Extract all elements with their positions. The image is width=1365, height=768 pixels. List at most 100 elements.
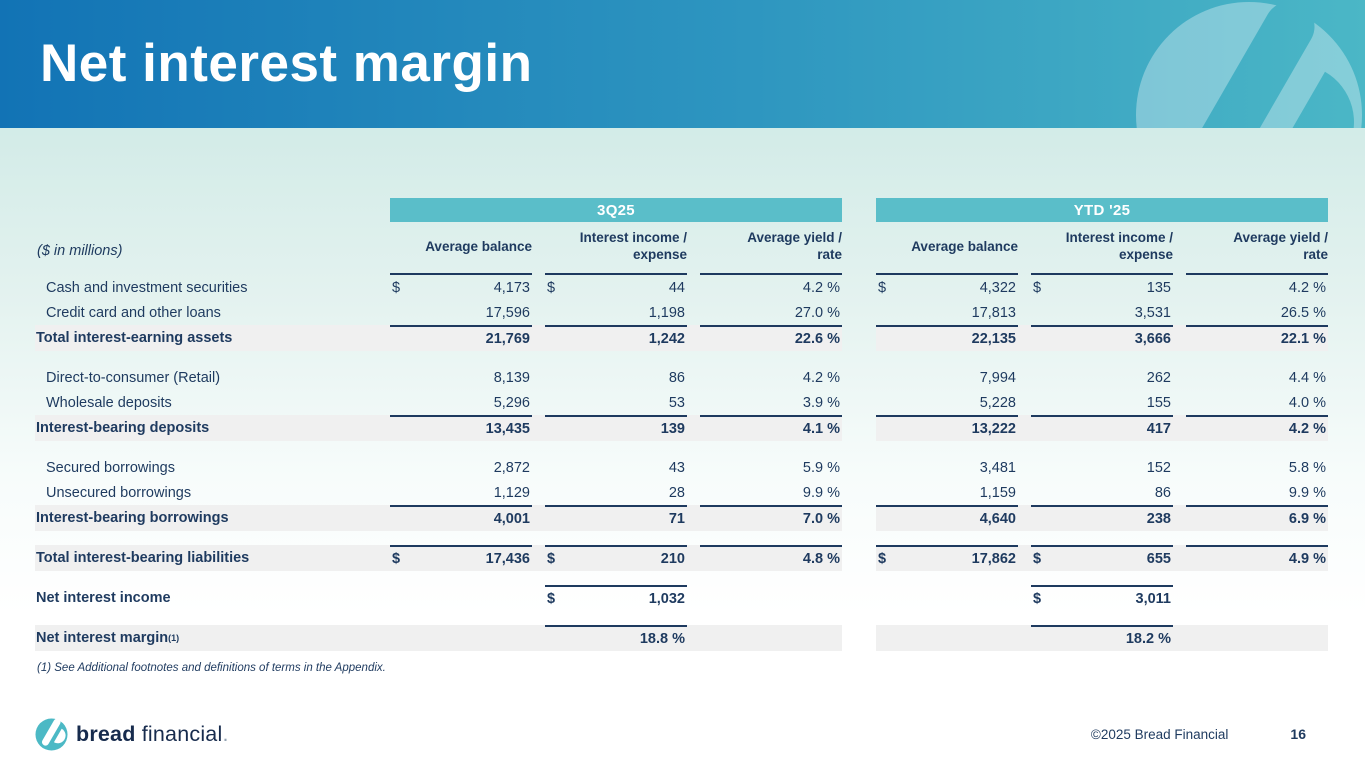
net-interest-margin-table: 3Q25 YTD '25 ($ in millions) Average bal… xyxy=(35,128,1330,674)
value-cell: 2,872 xyxy=(390,455,532,480)
cell-value: 43 xyxy=(668,459,685,476)
table-row: Direct-to-consumer (Retail) 8,139 86 4.2 % 7… xyxy=(35,365,1330,390)
table-row: Total interest-earning assets 21,769 1,242… xyxy=(35,325,1330,351)
cell-value: 4,173 xyxy=(493,279,530,296)
table-row: Unsecured borrowings 1,129 28 9.9 % 1,159 86 9… xyxy=(35,480,1330,505)
value-cell xyxy=(700,585,842,611)
value-cell: 262 xyxy=(1031,365,1173,390)
cell-value: 210 xyxy=(660,551,685,567)
row-spacer xyxy=(35,531,1330,545)
value-cell: 8,139 xyxy=(390,365,532,390)
value-cell: 9.9 % xyxy=(700,480,842,505)
currency-symbol: $ xyxy=(1033,591,1042,607)
value-cell: 4.2 % xyxy=(700,365,842,390)
cell-value: 17,596 xyxy=(485,304,530,321)
row-label: Total interest-earning assets xyxy=(35,325,390,351)
cell-value: 53 xyxy=(668,394,685,411)
cell-value: 9.9 % xyxy=(802,484,840,501)
cell-value: 18.8 % xyxy=(639,631,685,647)
value-cell: 238 xyxy=(1031,505,1173,531)
cell-value: 152 xyxy=(1146,459,1171,476)
cell-value: 1,032 xyxy=(648,591,685,607)
row-label: Credit card and other loans xyxy=(46,304,221,321)
brand-word-financial: financial xyxy=(141,721,223,746)
table-row: Interest-bearing borrowings 4,001 71 7.0 % 4… xyxy=(35,505,1330,531)
value-cell: 4.2 % xyxy=(1186,415,1328,441)
value-cell: 86 xyxy=(1031,480,1173,505)
value-cell: 3,481 xyxy=(876,455,1018,480)
value-cell: 43 xyxy=(545,455,687,480)
value-cell: 139 xyxy=(545,415,687,441)
table-row: Wholesale deposits 5,296 53 3.9 % 5,228 155 4.… xyxy=(35,390,1330,415)
value-cell: 53 xyxy=(545,390,687,415)
period-band-row: 3Q25 YTD '25 xyxy=(35,198,1330,222)
period-band-ytd25: YTD '25 xyxy=(876,198,1328,222)
cell-value: 7,994 xyxy=(979,369,1016,386)
cell-value: 5,296 xyxy=(493,394,530,411)
row-label: Interest-bearing borrowings xyxy=(35,505,390,531)
value-cell: 5,296 xyxy=(390,390,532,415)
value-cell: 17,813 xyxy=(876,300,1018,325)
cell-value: 1,129 xyxy=(493,484,530,501)
value-cell: 27.0 % xyxy=(700,300,842,325)
cell-value: 155 xyxy=(1146,394,1171,411)
column-header-interest-income-expense: Interest income / expense xyxy=(545,227,687,275)
column-header-average-balance: Average balance xyxy=(876,227,1018,275)
value-cell: 4.2 % xyxy=(700,275,842,300)
cell-value: 4,322 xyxy=(979,279,1016,296)
brand-period: . xyxy=(222,721,229,746)
cell-value: 17,436 xyxy=(485,551,530,567)
cell-value: 28 xyxy=(668,484,685,501)
cell-value: 4.0 % xyxy=(1288,394,1326,411)
cell-value: 4.8 % xyxy=(802,551,840,567)
value-cell: 5.8 % xyxy=(1186,455,1328,480)
cell-value: 4.2 % xyxy=(1288,421,1326,437)
value-cell: 4,001 xyxy=(390,505,532,531)
table-row: Interest-bearing deposits 13,435 139 4.1 % 1… xyxy=(35,415,1330,441)
bread-logo-icon xyxy=(35,717,68,751)
cell-value: 21,769 xyxy=(485,331,530,347)
table-row: Net interest income $1,032 $3,011 xyxy=(35,585,1330,611)
table-row: Cash and investment securities $4,173 $44 4… xyxy=(35,275,1330,300)
cell-value: 262 xyxy=(1146,369,1171,386)
cell-value: 71 xyxy=(668,511,685,527)
copyright-text: ©2025 Bread Financial xyxy=(1090,726,1229,742)
bread-logo-watermark-icon xyxy=(1136,2,1362,128)
cell-value: 5.8 % xyxy=(1288,459,1326,476)
cell-value: 17,813 xyxy=(971,304,1016,321)
cell-value: 8,139 xyxy=(493,369,530,386)
cell-value: 13,222 xyxy=(971,421,1016,437)
cell-value: 3,666 xyxy=(1134,331,1171,347)
cell-value: 4.2 % xyxy=(802,369,840,386)
value-cell: 155 xyxy=(1031,390,1173,415)
cell-value: 9.9 % xyxy=(1288,484,1326,501)
cell-value: 17,862 xyxy=(971,551,1016,567)
cell-value: 86 xyxy=(1154,484,1171,501)
value-cell: 6.9 % xyxy=(1186,505,1328,531)
value-cell: 1,242 xyxy=(545,325,687,351)
value-cell: $4,173 xyxy=(390,275,532,300)
value-cell: $44 xyxy=(545,275,687,300)
cell-value: 139 xyxy=(660,421,685,437)
value-cell: 5.9 % xyxy=(700,455,842,480)
currency-symbol: $ xyxy=(1033,279,1042,296)
cell-value: 27.0 % xyxy=(794,304,840,321)
value-cell: 18.8 % xyxy=(545,625,687,651)
currency-symbol: $ xyxy=(547,591,556,607)
row-label: Secured borrowings xyxy=(46,459,175,476)
cell-value: 238 xyxy=(1146,511,1171,527)
brand-word-bread: bread xyxy=(76,721,136,746)
row-label: Net interest margin (1) xyxy=(35,625,390,651)
table-rows: Cash and investment securities $4,173 $44 4… xyxy=(35,275,1330,651)
brand-logo: bread financial. xyxy=(35,717,229,751)
value-cell: 4,640 xyxy=(876,505,1018,531)
currency-symbol: $ xyxy=(392,279,401,296)
cell-value: 22,135 xyxy=(971,331,1016,347)
row-label: Direct-to-consumer (Retail) xyxy=(46,369,221,386)
value-cell: 9.9 % xyxy=(1186,480,1328,505)
cell-value: 26.5 % xyxy=(1280,304,1326,321)
cell-value: 44 xyxy=(668,279,685,296)
header-banner: Net interest margin xyxy=(0,0,1365,128)
table-row: Credit card and other loans 17,596 1,198 27… xyxy=(35,300,1330,325)
brand-wordmark: bread financial. xyxy=(76,722,229,747)
